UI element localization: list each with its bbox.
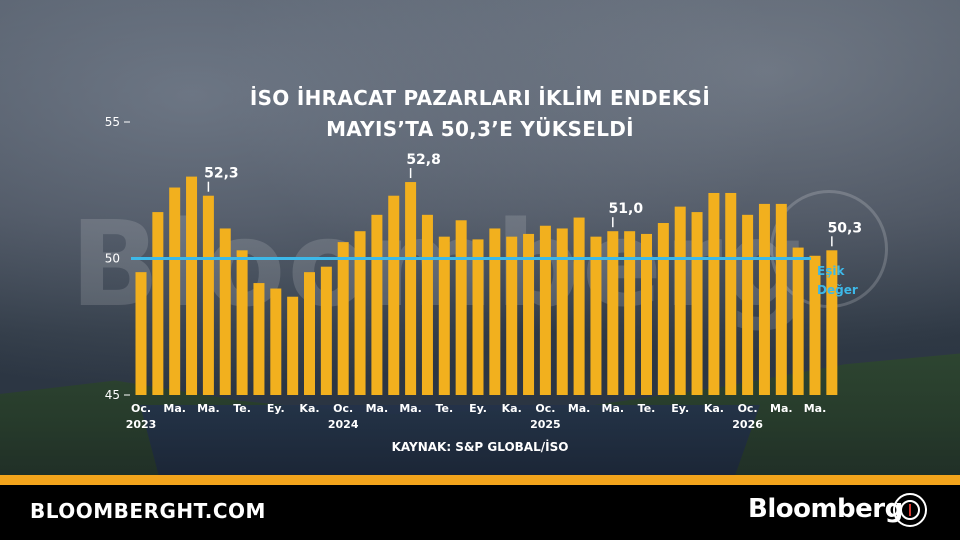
- bar: [573, 217, 585, 395]
- bar: [624, 231, 636, 395]
- year-label: 2024: [328, 418, 359, 431]
- site-url[interactable]: BLOOMBERGHT.COM: [30, 499, 266, 523]
- bar: [354, 231, 366, 395]
- bar: [455, 220, 467, 395]
- bar: [253, 283, 265, 395]
- bar: [320, 266, 332, 395]
- brand-logo-text: Bloomberg: [748, 494, 903, 524]
- bar: [523, 233, 535, 395]
- data-label: 52,8: [406, 152, 441, 168]
- bar: [371, 214, 383, 395]
- x-tick-label: Ma.: [399, 402, 422, 415]
- threshold-label-line2: Değer: [817, 283, 858, 297]
- bar: [421, 214, 433, 395]
- year-label: 2025: [530, 418, 561, 431]
- x-tick-label: Oc.: [333, 402, 353, 415]
- year-label: 2026: [732, 418, 763, 431]
- x-tick-label: Ma.: [163, 402, 186, 415]
- bar: [287, 296, 299, 395]
- x-tick-label: Ma.: [770, 402, 793, 415]
- chart-title-line2: MAYIS’TA 50,3’E YÜKSELDİ: [326, 117, 634, 141]
- bar: [472, 239, 484, 395]
- x-tick-label: Ka.: [704, 402, 724, 415]
- bar: [691, 212, 703, 395]
- bar: [657, 223, 669, 395]
- y-tick-label: 55: [105, 115, 120, 129]
- bar: [438, 236, 450, 395]
- x-tick-label: Ma.: [602, 402, 625, 415]
- x-tick-label: Ey.: [671, 402, 689, 415]
- bar: [826, 250, 838, 395]
- bar: [674, 206, 686, 395]
- bar: [539, 225, 551, 395]
- bar: [809, 255, 821, 395]
- footer: BLOOMBERGHT.COM Bloomberg: [0, 485, 960, 540]
- bar: [607, 231, 619, 395]
- bar: [202, 195, 214, 395]
- data-label: 50,3: [828, 220, 863, 236]
- bar: [236, 250, 248, 395]
- bar: [152, 212, 164, 395]
- bar: [758, 203, 770, 395]
- background-ship: [140, 405, 760, 475]
- x-tick-label: Ma.: [568, 402, 591, 415]
- x-tick-label: Te.: [233, 402, 251, 415]
- chart-source: KAYNAK: S&P GLOBAL/İSO: [391, 440, 569, 454]
- x-tick-label: Ka.: [502, 402, 522, 415]
- bar: [388, 195, 400, 395]
- bar: [792, 247, 804, 395]
- bar: [337, 242, 349, 395]
- bar: [641, 233, 652, 395]
- x-tick-label: Oc.: [535, 402, 555, 415]
- data-label: 52,3: [204, 166, 239, 182]
- bar: [708, 192, 720, 395]
- ht-logo-icon: [893, 493, 927, 527]
- bar: [556, 228, 568, 395]
- bar: [270, 288, 282, 395]
- x-tick-label: Ka.: [299, 402, 319, 415]
- bar: [169, 187, 181, 395]
- x-tick-label: Oc.: [738, 402, 758, 415]
- y-tick-label: 45: [105, 388, 120, 402]
- footer-stripe: [0, 475, 960, 485]
- x-tick-label: Ma.: [804, 402, 827, 415]
- bar: [506, 236, 518, 395]
- bar: [775, 203, 787, 395]
- x-tick-label: Ma.: [366, 402, 389, 415]
- threshold-label-line1: Eşik: [817, 264, 845, 278]
- bar: [186, 176, 198, 395]
- x-tick-label: Ey.: [469, 402, 487, 415]
- data-label: 51,0: [609, 201, 644, 217]
- bar: [304, 272, 315, 395]
- bar: [135, 272, 147, 395]
- year-label: 2023: [126, 418, 157, 431]
- chart-title: İSO İHRACAT PAZARLARI İKLİM ENDEKSİ MAYI…: [240, 83, 720, 145]
- bar-chart: 45 50 55 Eşik Değer 52,3 52,8 51,0 50,3 Oc. Ma. Ma.…: [105, 115, 863, 431]
- bar: [590, 236, 602, 395]
- x-tick-label: Ma.: [197, 402, 220, 415]
- x-tick-label: Ey.: [267, 402, 285, 415]
- x-tick-label: Oc.: [131, 402, 151, 415]
- x-tick-label: Te.: [435, 402, 453, 415]
- bar: [219, 228, 231, 395]
- bar: [742, 214, 754, 395]
- bar: [405, 182, 417, 395]
- x-tick-label: Te.: [638, 402, 656, 415]
- bar: [725, 192, 737, 395]
- bar: [489, 228, 501, 395]
- chart-title-line1: İSO İHRACAT PAZARLARI İKLİM ENDEKSİ: [249, 86, 711, 110]
- y-tick-label: 50: [105, 252, 120, 266]
